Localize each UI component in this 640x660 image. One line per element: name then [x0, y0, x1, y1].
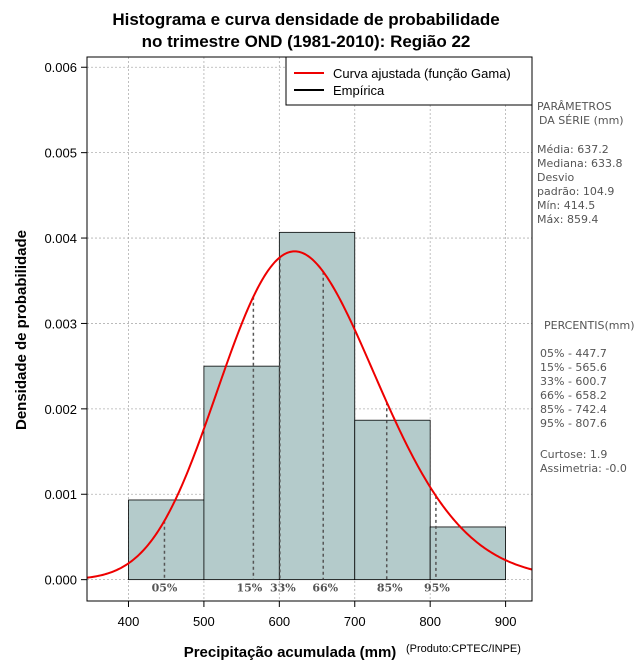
- percentis-title: PERCENTIS(mm): [544, 319, 635, 332]
- percentil-05: 05% - 447.7: [540, 347, 607, 360]
- x-tick-label-600: 600: [268, 614, 290, 629]
- y-tick-label-0: 0.000: [44, 573, 77, 588]
- x-tick-label-900: 900: [495, 614, 517, 629]
- legend-empirical-label: Empírica: [333, 83, 385, 98]
- x-tick-label-700: 700: [344, 614, 366, 629]
- params-title-2: DA SÉRIE (mm): [539, 114, 624, 127]
- y-tick-label-6: 0.006: [44, 60, 77, 75]
- stat-mean: Média: 637.2: [537, 143, 609, 156]
- stat-stdev-value: padrão: 104.9: [537, 185, 614, 198]
- percentile-label-15%: 15%: [237, 582, 263, 595]
- stat-median: Mediana: 633.8: [537, 157, 622, 170]
- legend-curve-label: Curva ajustada (função Gama): [333, 66, 511, 81]
- y-axis-title: Densidade de probabilidade: [13, 230, 30, 430]
- credit-label: (Produto:CPTEC/INPE): [406, 643, 521, 655]
- y-tick-label-3: 0.003: [44, 316, 77, 331]
- legend: Curva ajustada (função Gama) Empírica: [285, 56, 533, 106]
- percentil-15: 15% - 565.6: [540, 361, 607, 374]
- stat-skewness: Assimetria: -0.0: [540, 462, 627, 475]
- y-tick-label-2: 0.002: [44, 402, 77, 417]
- histogram-bar: [203, 365, 280, 581]
- histogram-bars: [128, 231, 507, 581]
- y-tick-label-5: 0.005: [44, 146, 77, 161]
- y-tick-label-1: 0.001: [44, 487, 77, 502]
- percentile-markers: 05% 15% 33% 66% 85% 95%: [152, 257, 450, 595]
- x-tick-label-400: 400: [118, 614, 140, 629]
- percentile-label-33%: 33%: [270, 582, 296, 595]
- percentil-95: 95% - 807.6: [540, 417, 607, 430]
- stat-kurtosis: Curtose: 1.9: [540, 448, 607, 461]
- percentile-label-95%: 95%: [424, 582, 450, 595]
- chart-title-line-2: no trimestre OND (1981-2010): Região 22: [142, 32, 471, 51]
- x-axis-title: Precipitação acumulada (mm): [184, 644, 397, 660]
- params-title-1: PARÂMETROS: [537, 100, 612, 113]
- legend-box: [285, 56, 533, 106]
- x-tick-label-800: 800: [419, 614, 441, 629]
- gamma-curve-layer: [86, 250, 533, 579]
- histogram-bar: [128, 499, 205, 581]
- percentil-85: 85% - 742.4: [540, 403, 607, 416]
- stat-stdev-label: Desvio: [537, 171, 575, 184]
- series-parameters-panel: PARÂMETROS DA SÉRIE (mm) Média: 637.2 Me…: [537, 100, 635, 475]
- percentil-33: 33% - 600.7: [540, 375, 607, 388]
- percentile-label-05%: 05%: [152, 582, 178, 595]
- histogram-bar: [278, 231, 356, 581]
- histogram-bar: [354, 419, 431, 581]
- y-tick-label-4: 0.004: [44, 231, 77, 246]
- stat-min: Mín: 414.5: [537, 199, 595, 212]
- chart-title-line-1: Histograma e curva densidade de probabil…: [112, 10, 499, 29]
- percentile-label-66%: 66%: [312, 582, 338, 595]
- axes: 400 500 600 700 800 900 0.000 0.001 0.002 0.003 0.…: [44, 60, 516, 629]
- percentil-66: 66% - 658.2: [540, 389, 607, 402]
- stat-max: Máx: 859.4: [537, 213, 598, 226]
- gamma-density-curve: [86, 250, 533, 579]
- percentile-label-85%: 85%: [377, 582, 403, 595]
- x-tick-label-500: 500: [193, 614, 215, 629]
